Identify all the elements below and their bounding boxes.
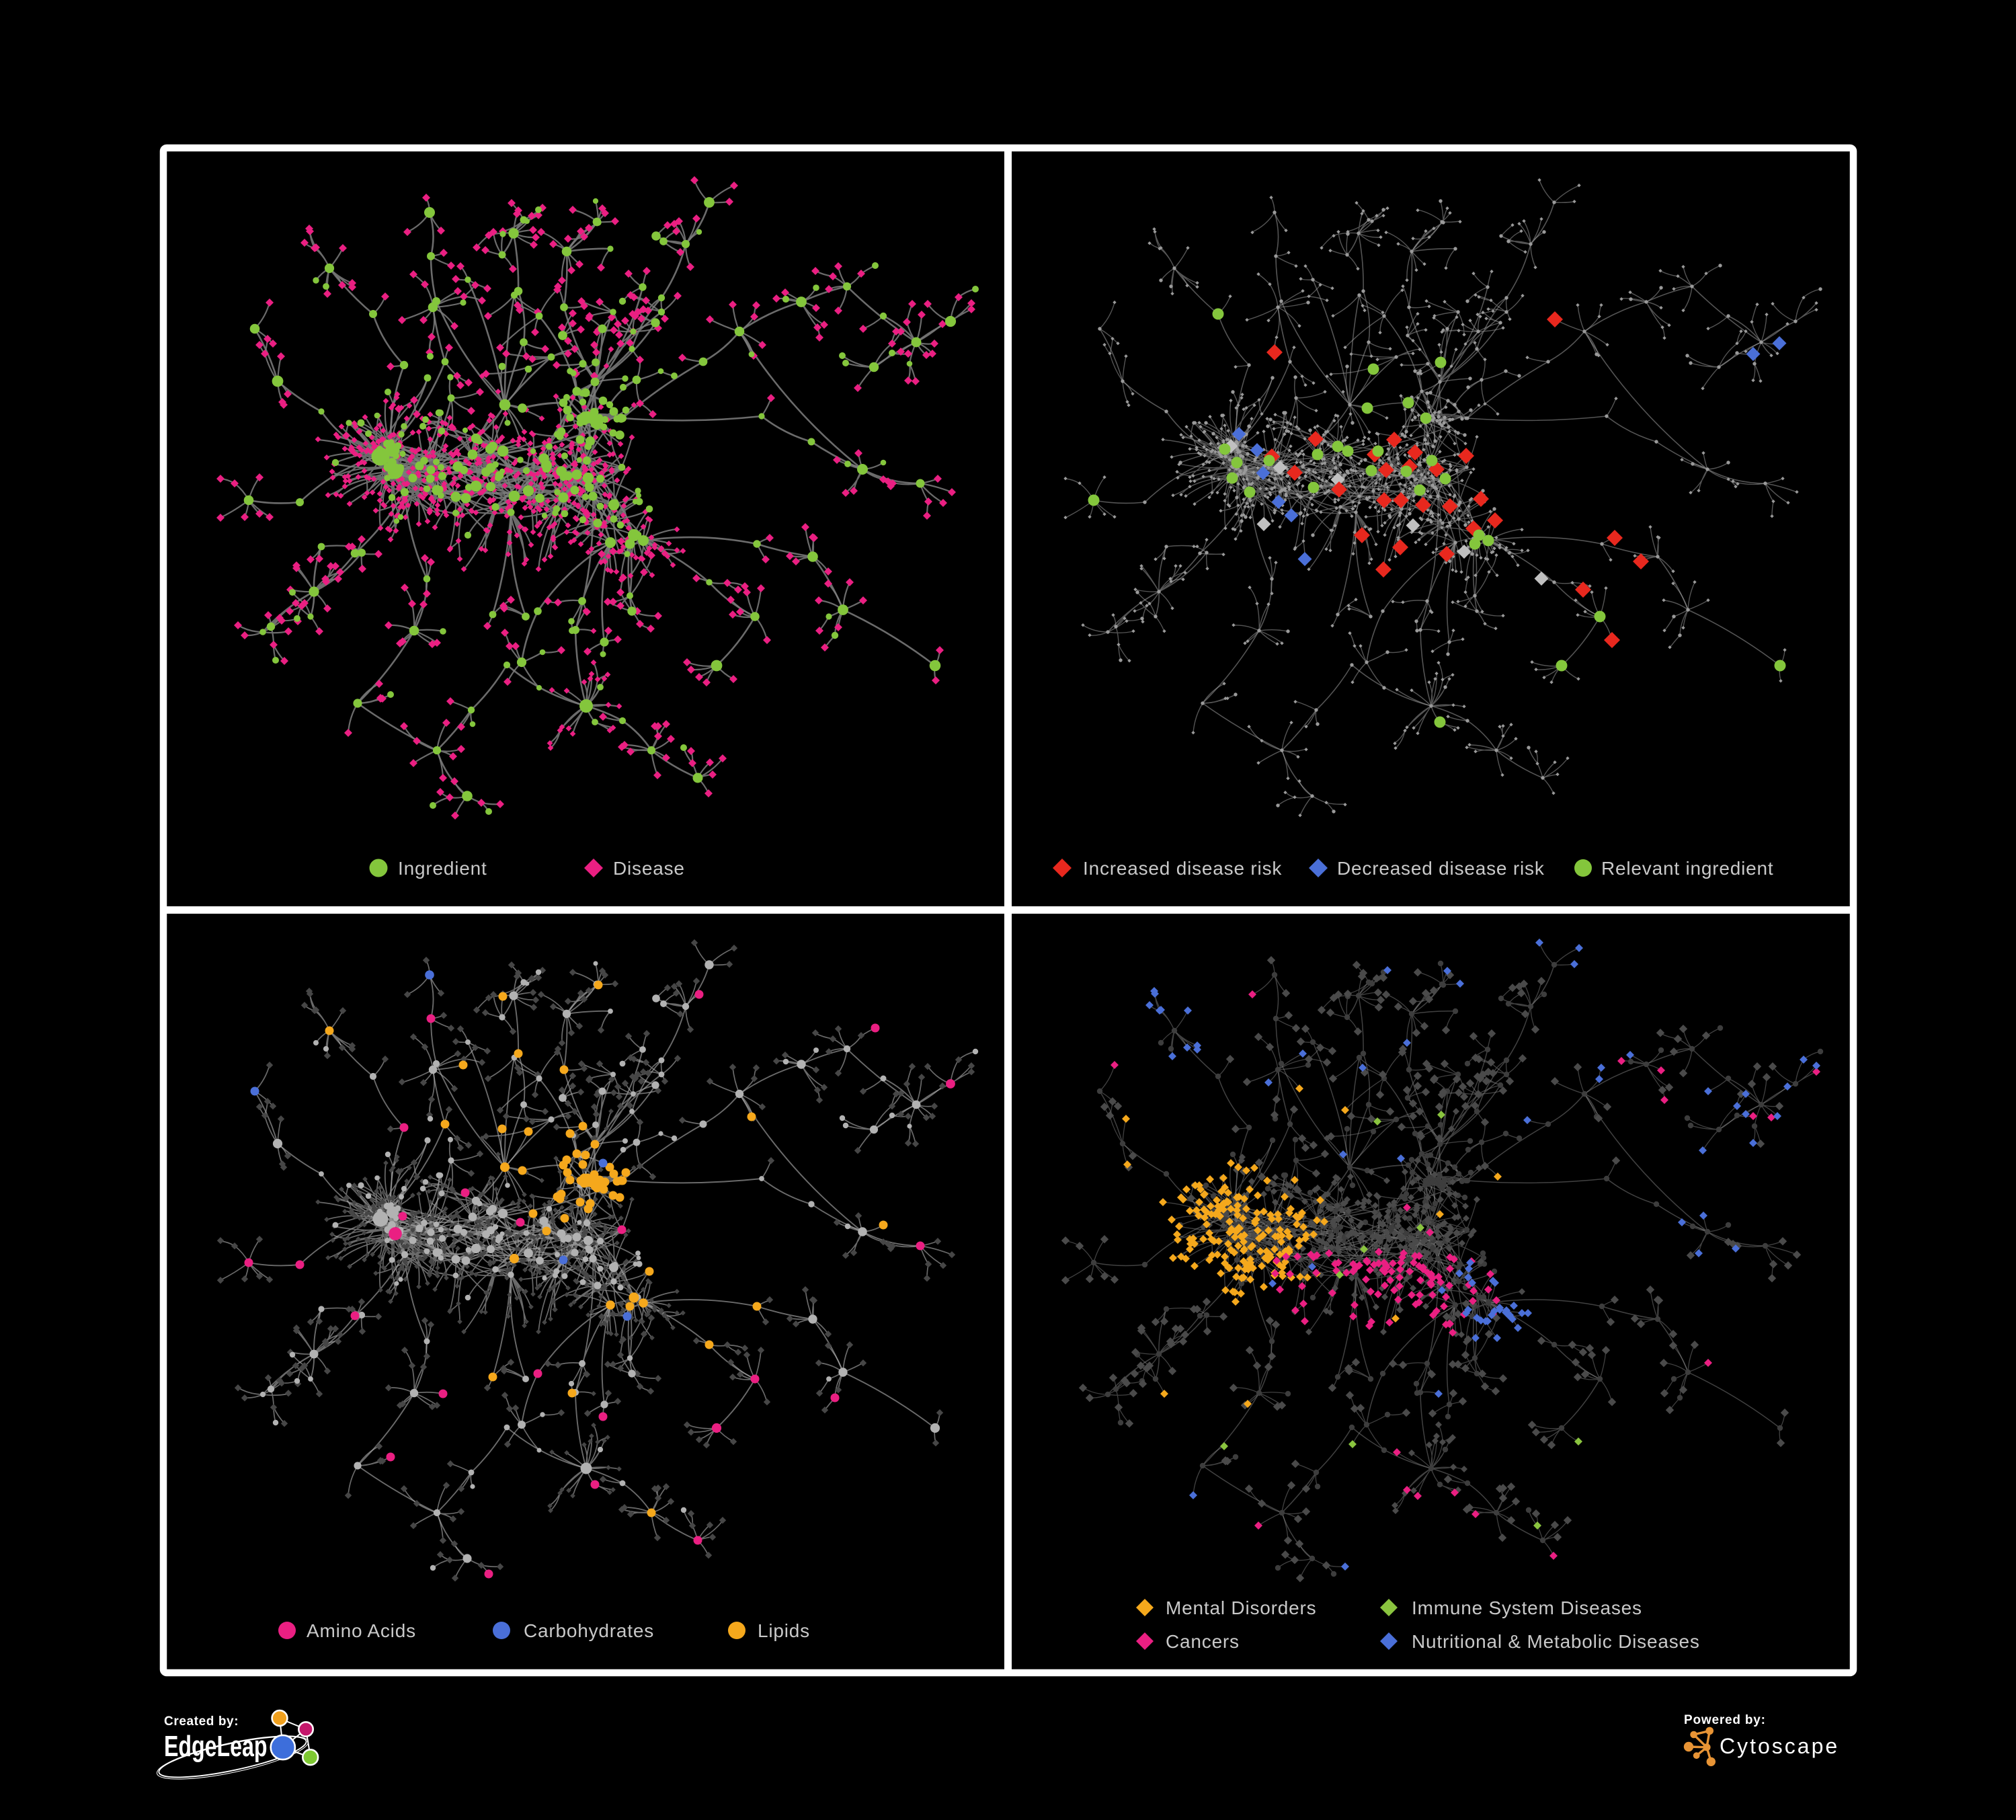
svg-text:Cancers: Cancers [1166,1631,1240,1652]
svg-text:Mental Disorders: Mental Disorders [1166,1597,1316,1618]
svg-text:Cytoscape: Cytoscape [1720,1734,1839,1758]
svg-text:Immune System Diseases: Immune System Diseases [1412,1597,1642,1618]
svg-text:Nutritional & Metabolic Diseas: Nutritional & Metabolic Diseases [1412,1631,1700,1652]
svg-text:Increased disease risk: Increased disease risk [1083,858,1282,879]
svg-text:Powered by:: Powered by: [1684,1713,1766,1727]
svg-text:Disease: Disease [613,858,685,879]
svg-text:Created by:: Created by: [164,1714,239,1729]
svg-text:Carbohydrates: Carbohydrates [524,1620,654,1641]
svg-text:Lipids: Lipids [758,1620,810,1641]
svg-text:Ingredient: Ingredient [398,858,487,879]
svg-text:Amino Acids: Amino Acids [307,1620,416,1641]
svg-text:Decreased disease risk: Decreased disease risk [1337,858,1545,879]
svg-text:Relevant ingredient: Relevant ingredient [1601,858,1773,879]
